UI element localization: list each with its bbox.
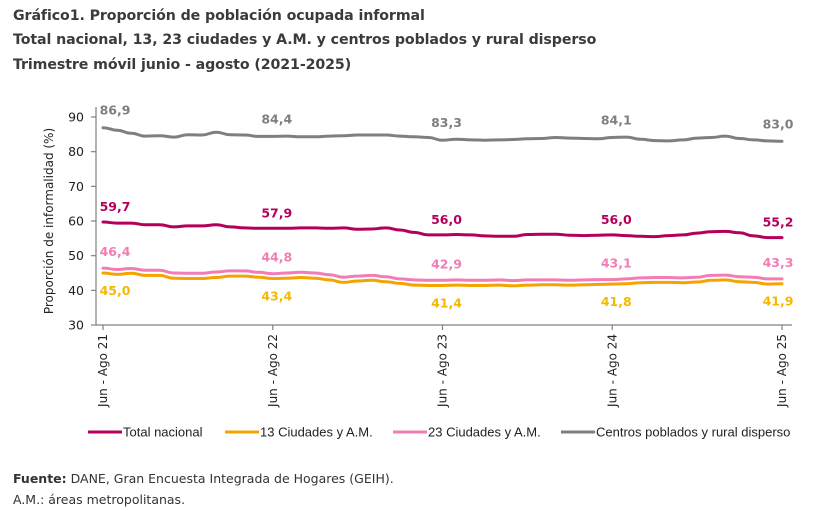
data-label-13-ciudades-y-a-m: 41,9: [763, 294, 794, 309]
x-tick-label: Jun - Ago 23: [436, 334, 450, 408]
x-tick-label: Jun - Ago 21: [96, 334, 110, 408]
source-label: Fuente:: [13, 471, 67, 486]
legend-label-total-nacional: Total nacional: [123, 425, 203, 440]
chart-subtitle: Total nacional, 13, 23 ciudades y A.M. y…: [13, 32, 597, 48]
legend-label-23-ciudades-y-a-m: 23 Ciudades y A.M.: [428, 425, 541, 440]
data-labels: 86,9 84,4 83,3 84,1 83,0 46,4 44,8 42,9 43,1 43,3…: [100, 103, 794, 311]
source-note: Fuente: DANE, Gran Encuesta Integrada de…: [13, 471, 394, 486]
series-line-total-nacional: [101, 220, 784, 240]
source-text: DANE, Gran Encuesta Integrada de Hogares…: [66, 471, 394, 486]
data-label-13-ciudades-y-a-m: 45,0: [100, 283, 131, 298]
series-lines: [100, 125, 785, 289]
chart-title: Gráfico1. Proporción de población ocupad…: [13, 8, 425, 24]
data-label-23-ciudades-y-a-m: 43,3: [763, 255, 794, 270]
data-label-13-ciudades-y-a-m: 41,8: [601, 294, 632, 309]
y-tick-label: 90: [68, 110, 84, 125]
data-label-total-nacional: 56,0: [431, 212, 462, 227]
y-tick-label: 60: [68, 214, 84, 229]
y-tick-label: 50: [68, 248, 84, 263]
series-line-centros-poblados-y-rural-disperso: [101, 126, 784, 143]
chart-period: Trimestre móvil junio - agosto (2021-202…: [13, 57, 352, 73]
series-line-13-ciudades-y-a-m: [101, 271, 784, 288]
x-tick-label: Jun - Ago 25: [775, 334, 789, 408]
data-label-total-nacional: 55,2: [763, 215, 794, 230]
data-label-centros-poblados-y-rural-disperso: 83,3: [431, 115, 462, 130]
data-label-13-ciudades-y-a-m: 43,4: [261, 289, 292, 304]
data-label-total-nacional: 57,9: [261, 205, 292, 220]
data-label-23-ciudades-y-a-m: 46,4: [100, 244, 131, 259]
data-label-centros-poblados-y-rural-disperso: 83,0: [763, 116, 794, 131]
x-tick-label: Jun - Ago 24: [605, 334, 619, 408]
y-tick-label: 70: [68, 179, 84, 194]
legend-label-13-ciudades-y-a-m: 13 Ciudades y A.M.: [260, 425, 373, 440]
y-tick-label: 40: [68, 283, 84, 298]
data-label-centros-poblados-y-rural-disperso: 84,4: [261, 111, 292, 126]
data-label-13-ciudades-y-a-m: 41,4: [431, 295, 462, 310]
data-label-23-ciudades-y-a-m: 43,1: [601, 256, 632, 271]
data-label-total-nacional: 59,7: [100, 199, 131, 214]
y-tick-label: 80: [68, 144, 84, 159]
data-label-23-ciudades-y-a-m: 44,8: [261, 250, 292, 265]
x-tick-label: Jun - Ago 22: [266, 334, 280, 408]
data-label-23-ciudades-y-a-m: 42,9: [431, 256, 462, 271]
data-label-centros-poblados-y-rural-disperso: 84,1: [601, 112, 632, 127]
legend: Total nacional 13 Ciudades y A.M. 23 Ciuda…: [88, 425, 790, 440]
axes: 30 40 50 60 70 80 90 Proporción de informalidad…: [42, 107, 792, 408]
data-label-total-nacional: 56,0: [601, 212, 632, 227]
y-axis-title: Proporción de informalidad (%): [42, 128, 56, 314]
y-tick-label: 30: [68, 318, 84, 333]
legend-label-centros-poblados-y-rural-disperso: Centros poblados y rural disperso: [596, 425, 790, 440]
data-label-centros-poblados-y-rural-disperso: 86,9: [100, 103, 131, 118]
abbreviation-note: A.M.: áreas metropolitanas.: [13, 492, 186, 507]
series-line-23-ciudades-y-a-m: [101, 266, 784, 283]
